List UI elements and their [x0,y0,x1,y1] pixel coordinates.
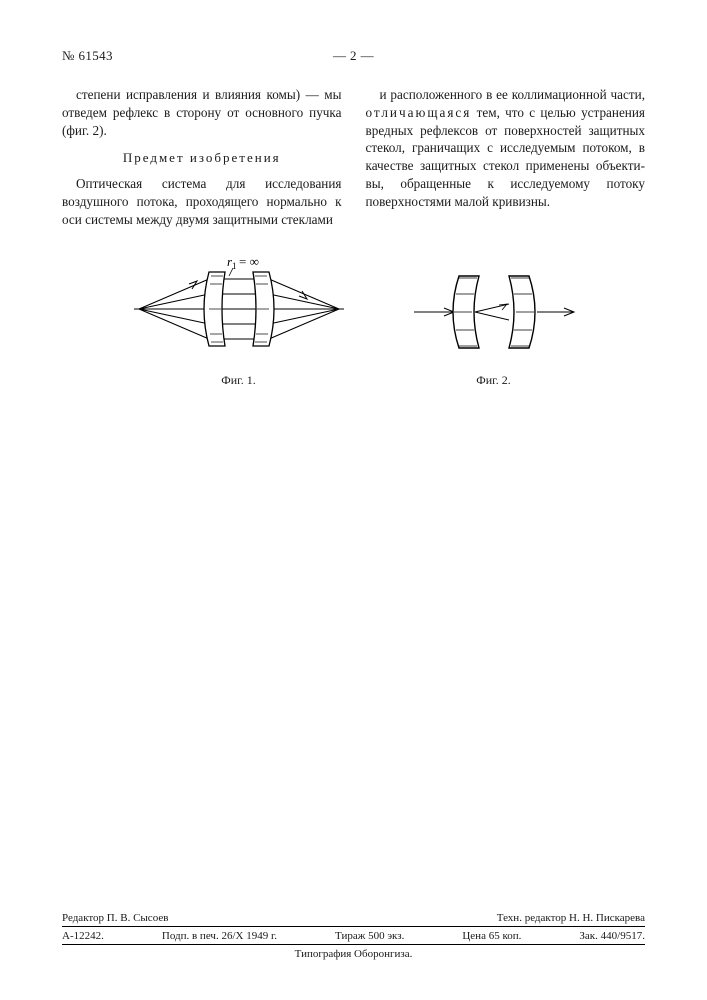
right-para-1b: тем, что с целью устранения вредных рефл… [366,105,646,209]
editors-line: Редактор П. В. Сысоев Техн. редактор Н. … [62,912,645,927]
editor-left: Редактор П. В. Сысоев [62,912,168,924]
doc-number: № 61543 [62,48,113,64]
svg-text:= ∞: = ∞ [239,254,259,269]
figure-2-caption: Фиг. 2. [409,373,579,388]
page-header: № 61543 — 2 — № 61543 [62,48,645,64]
right-para-1: и расположенного в ее коллима­ционной ча… [366,86,646,211]
figures-row: r 1 = ∞ Фиг. 1. [62,254,645,388]
imprint-e: Зак. 440/9517. [579,930,645,942]
figure-2-svg [409,264,579,364]
left-para-1: степени исправления и влияния ко­мы) — м… [62,86,342,139]
page-footer: Редактор П. В. Сысоев Техн. редактор Н. … [62,912,645,960]
figure-1: r 1 = ∞ Фиг. 1. [129,254,349,388]
imprint-c: Тираж 500 экз. [335,930,404,942]
imprint-d: Цена 65 коп. [462,930,521,942]
text-columns: степени исправления и влияния ко­мы) — м… [62,86,645,228]
page-marker: — 2 — [333,48,374,64]
right-para-1a: и расположенного в ее коллима­ционной ча… [380,87,646,102]
printer-line: Типография Оборонгиза. [62,948,645,960]
page: № 61543 — 2 — № 61543 степени исправлени… [0,0,707,1000]
column-left: степени исправления и влияния ко­мы) — м… [62,86,342,228]
imprint-line: А-12242. Подп. в печ. 26/X 1949 г. Тираж… [62,930,645,945]
figure-2: Фиг. 2. [409,264,579,388]
column-right: и расположенного в ее коллима­ционной ча… [366,86,646,228]
editor-right: Техн. редактор Н. Н. Пискарева [497,912,645,924]
subject-heading: Предмет изобретения [62,149,342,167]
imprint-b: Подп. в печ. 26/X 1949 г. [162,930,277,942]
imprint-a: А-12242. [62,930,104,942]
figure-1-caption: Фиг. 1. [129,373,349,388]
figure-1-svg: r 1 = ∞ [129,254,349,364]
left-para-2: Оптическая система для исследо­вания воз… [62,175,342,228]
right-para-1-emph: отличающа­яся [366,105,472,120]
